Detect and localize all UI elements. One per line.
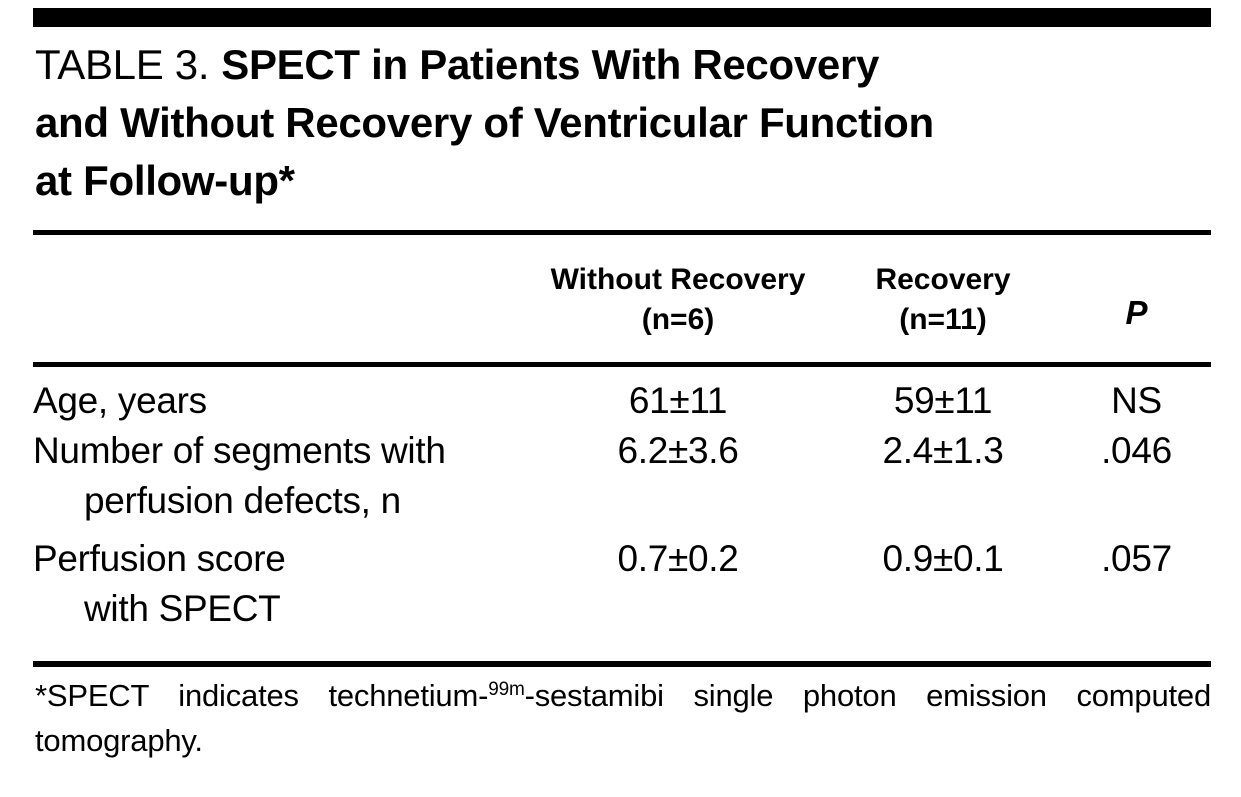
cell-p-value: NS <box>1111 380 1162 421</box>
header-bottom-rule <box>33 362 1211 367</box>
table-row: Perfusion score with SPECT 0.7±0.2 0.9±0… <box>33 534 1210 634</box>
row-label: Perfusion score with SPECT <box>33 534 533 634</box>
row-label: Number of segments with perfusion defect… <box>33 426 533 526</box>
table-number-label: TABLE 3. <box>35 41 210 88</box>
cell-recovery: 0.9±0.1 <box>882 538 1004 579</box>
header-top-rule <box>33 230 1211 235</box>
table-title-line-2: and Without Recovery of Ventricular Func… <box>35 99 934 146</box>
row-label: Age, years <box>33 376 533 426</box>
column-header-recovery: Recovery (n=11) <box>823 260 1063 365</box>
cell-p-value: .046 <box>1101 430 1172 471</box>
row-label-text: Age, years <box>33 380 207 421</box>
table-top-bar <box>33 8 1211 27</box>
table-bottom-rule <box>33 661 1211 667</box>
column-header-without-recovery-n: (n=6) <box>641 303 715 336</box>
column-header-row: Without Recovery (n=6) Recovery (n=11) P <box>33 260 1210 365</box>
column-header-spacer <box>33 260 533 365</box>
table-title-bold-text: SPECT in Patients With Recovery <box>221 41 880 88</box>
table-title: TABLE 3. SPECT in Patients With Recovery … <box>35 36 1155 210</box>
footnote-line-1: *SPECT indicates technetium-99m-sestamib… <box>35 676 1211 721</box>
column-header-p-value: P <box>1125 294 1148 331</box>
cell-without-recovery: 0.7±0.2 <box>617 538 739 579</box>
column-header-without-recovery-label: Without Recovery <box>550 263 806 296</box>
footnote-line-2: tomography. <box>35 723 203 758</box>
row-label-continuation: with SPECT <box>84 588 281 629</box>
cell-p-value: .057 <box>1101 538 1172 579</box>
cell-without-recovery: 6.2±3.6 <box>617 430 739 471</box>
cell-without-recovery: 61±11 <box>628 380 728 421</box>
table-body: Age, years 61±11 59±11 NS Number of segm… <box>33 376 1210 634</box>
column-header-without-recovery: Without Recovery (n=6) <box>533 260 823 365</box>
row-label-text: Perfusion score <box>33 538 286 579</box>
table-footnote: *SPECT indicates technetium-99m-sestamib… <box>35 676 1211 761</box>
cell-recovery: 59±11 <box>893 380 993 421</box>
column-header-recovery-n: (n=11) <box>899 303 987 336</box>
footnote-superscript-99m: 99m <box>488 679 525 700</box>
row-label-text: Number of segments with <box>33 430 446 471</box>
column-header-recovery-label: Recovery <box>875 263 1011 296</box>
table-row: Number of segments with perfusion defect… <box>33 426 1210 526</box>
footnote-text-pre: *SPECT indicates technetium- <box>35 678 489 713</box>
table-title-line-1: TABLE 3. SPECT in Patients With Recovery <box>35 36 1155 94</box>
footnote-text-post: -sestamibi single photon emission comput… <box>524 678 1212 713</box>
cell-recovery: 2.4±1.3 <box>882 430 1004 471</box>
table-title-line-3: at Follow-up* <box>35 157 295 204</box>
table-row: Age, years 61±11 59±11 NS <box>33 376 1210 426</box>
row-label-continuation: perfusion defects, n <box>84 480 401 521</box>
